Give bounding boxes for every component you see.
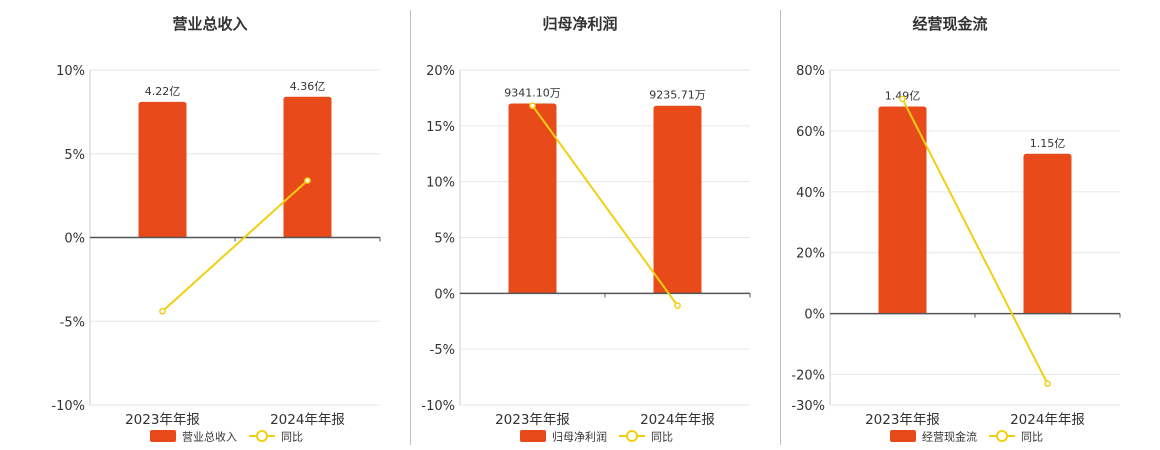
legend-line-marker: [626, 430, 638, 442]
yoy-line: [901, 98, 1049, 385]
y-tick-label: 0%: [804, 308, 825, 323]
legend-line-marker: [996, 430, 1008, 442]
x-category-label: 2023年年报: [125, 412, 200, 428]
yoy-point: [159, 307, 166, 315]
bar-value-label: 4.36亿: [290, 80, 326, 93]
y-tick-label: 80%: [796, 64, 825, 79]
y-tick-label: 20%: [796, 247, 825, 262]
yoy-point: [529, 102, 536, 110]
bar: [138, 101, 187, 238]
chart-cash-flow: 经营现金流80%60%40%20%0%-20%-30%1.49亿1.15亿202…: [765, 0, 1135, 450]
chart-title: 营业总收入: [172, 15, 247, 33]
yoy-point: [1044, 380, 1051, 388]
chart-title: 经营现金流: [912, 15, 987, 33]
bar: [653, 105, 702, 294]
chart-revenue: 营业总收入 10% 5% 0% -5% -10% 4.22亿 4.36亿 2023年年报 2024…: [25, 0, 395, 450]
y-tick-label: 15%: [426, 120, 455, 135]
y-tick-label: 5%: [64, 148, 85, 163]
y-tick-label: 0%: [434, 287, 455, 302]
y-tick-label: 60%: [796, 125, 825, 140]
legend-bar-swatch: [520, 430, 546, 442]
legend-line-label: 同比: [651, 431, 673, 444]
chart-net-profit-svg: 归母净利润 20% 15% 10% 5% 0% -5% -10% 9341.10万 9235.71…: [421, 15, 751, 444]
yoy-point: [899, 95, 906, 103]
bar: [508, 103, 557, 294]
y-tick-label: -10%: [51, 399, 85, 414]
y-tick-label: 10%: [426, 176, 455, 191]
yoy-line: [161, 179, 309, 312]
yoy-point: [674, 302, 681, 309]
legend-bar-label: 归母净利润: [552, 430, 607, 444]
x-category-label: 2024年年报: [640, 412, 715, 428]
y-tick-label: 20%: [426, 64, 455, 79]
bar: [878, 106, 927, 314]
y-tick-label: 40%: [796, 186, 825, 201]
y-tick-label: 0%: [64, 232, 85, 247]
legend-bar-swatch: [890, 430, 916, 442]
bar-value-label: 1.15亿: [1030, 137, 1066, 150]
y-tick-label: 5%: [434, 232, 455, 247]
legend-bar-swatch: [150, 430, 176, 442]
chart-revenue-svg: 营业总收入 10% 5% 0% -5% -10% 4.22亿 4.36亿 2023年年报 2024…: [51, 15, 381, 444]
y-tick-label: -20%: [791, 369, 825, 384]
legend-line-label: 同比: [1021, 431, 1043, 444]
divider-2: [780, 10, 781, 445]
y-tick-label: 10%: [56, 64, 85, 79]
x-category-label: 2024年年报: [270, 412, 345, 428]
yoy-point: [304, 177, 311, 184]
chart-title: 归母净利润: [542, 15, 617, 33]
chart-net-profit: 归母净利润 20% 15% 10% 5% 0% -5% -10% 9341.10万 9235.71…: [395, 0, 765, 450]
bar: [283, 96, 332, 238]
x-category-label: 2024年年报: [1010, 412, 1085, 428]
y-tick-label: -10%: [421, 399, 455, 414]
legend-bar-label: 经营现金流: [922, 430, 977, 444]
x-category-label: 2023年年报: [495, 412, 570, 428]
x-category-label: 2023年年报: [865, 412, 940, 428]
legend-line-label: 同比: [281, 431, 303, 444]
legend-bar-label: 营业总收入: [182, 430, 237, 444]
bar-value-label: 9341.10万: [504, 87, 561, 100]
legend-line-marker: [256, 430, 268, 442]
y-tick-label: -5%: [60, 315, 85, 330]
y-tick-label: -5%: [430, 343, 455, 358]
bar: [1023, 153, 1072, 314]
chart-cash-flow-svg: 经营现金流80%60%40%20%0%-20%-30%1.49亿1.15亿202…: [791, 15, 1121, 444]
bar-value-label: 9235.71万: [649, 89, 706, 102]
bar-value-label: 4.22亿: [145, 85, 181, 98]
yoy-line: [531, 105, 679, 307]
y-tick-label: -30%: [791, 399, 825, 414]
divider-1: [410, 10, 411, 445]
